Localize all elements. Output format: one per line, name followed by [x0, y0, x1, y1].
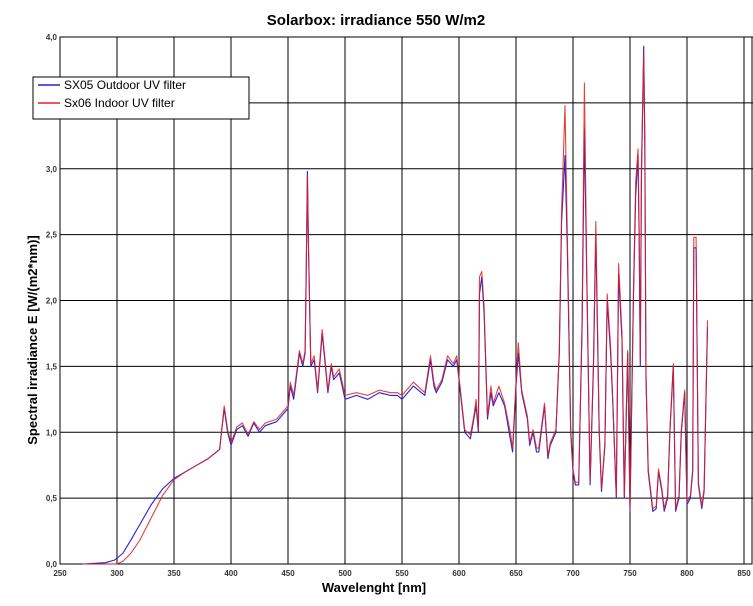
x-tick-label: 350 [167, 569, 181, 578]
series-line-2 [82, 52, 709, 565]
y-tick-label: 1,0 [46, 428, 58, 437]
x-tick-label: 850 [737, 569, 751, 578]
y-tick-label: 1,5 [46, 362, 58, 371]
y-tick-label: 2,0 [46, 297, 58, 306]
y-tick-label: 0,0 [46, 560, 58, 569]
x-tick-label: 800 [680, 569, 694, 578]
chart-title: Solarbox: irradiance 550 W/m2 [267, 12, 485, 29]
y-tick-label: 2,5 [46, 231, 58, 240]
x-tick-label: 400 [224, 569, 238, 578]
x-axis-label: Wavelenght [nm] [322, 580, 426, 595]
legend-label: SX05 Outdoor UV filter [64, 78, 186, 92]
x-tick-label: 700 [566, 569, 580, 578]
legend: SX05 Outdoor UV filter Sx06 Indoor UV fil… [32, 76, 250, 120]
x-tick-label: 750 [623, 569, 637, 578]
legend-box [32, 76, 250, 120]
x-tick-label: 650 [509, 569, 523, 578]
legend-label: Sx06 Indoor UV filter [64, 96, 175, 110]
y-tick-label: 0,5 [46, 494, 58, 503]
x-tick-label: 500 [338, 569, 352, 578]
y-axis-label: Spectral irradiance E [W/(m2*nm)] [25, 235, 40, 445]
x-tick-label: 300 [110, 569, 124, 578]
x-tick-label: 550 [395, 569, 409, 578]
x-tick-label: 600 [452, 569, 466, 578]
y-tick-label: 3,0 [46, 165, 58, 174]
plot-area: 250 300 350 400 450 500 550 600 650 700 750 800 850 0… [46, 33, 753, 578]
y-tick-label: 4,0 [46, 33, 58, 42]
x-tick-label: 250 [53, 569, 67, 578]
x-tick-label: 450 [281, 569, 295, 578]
